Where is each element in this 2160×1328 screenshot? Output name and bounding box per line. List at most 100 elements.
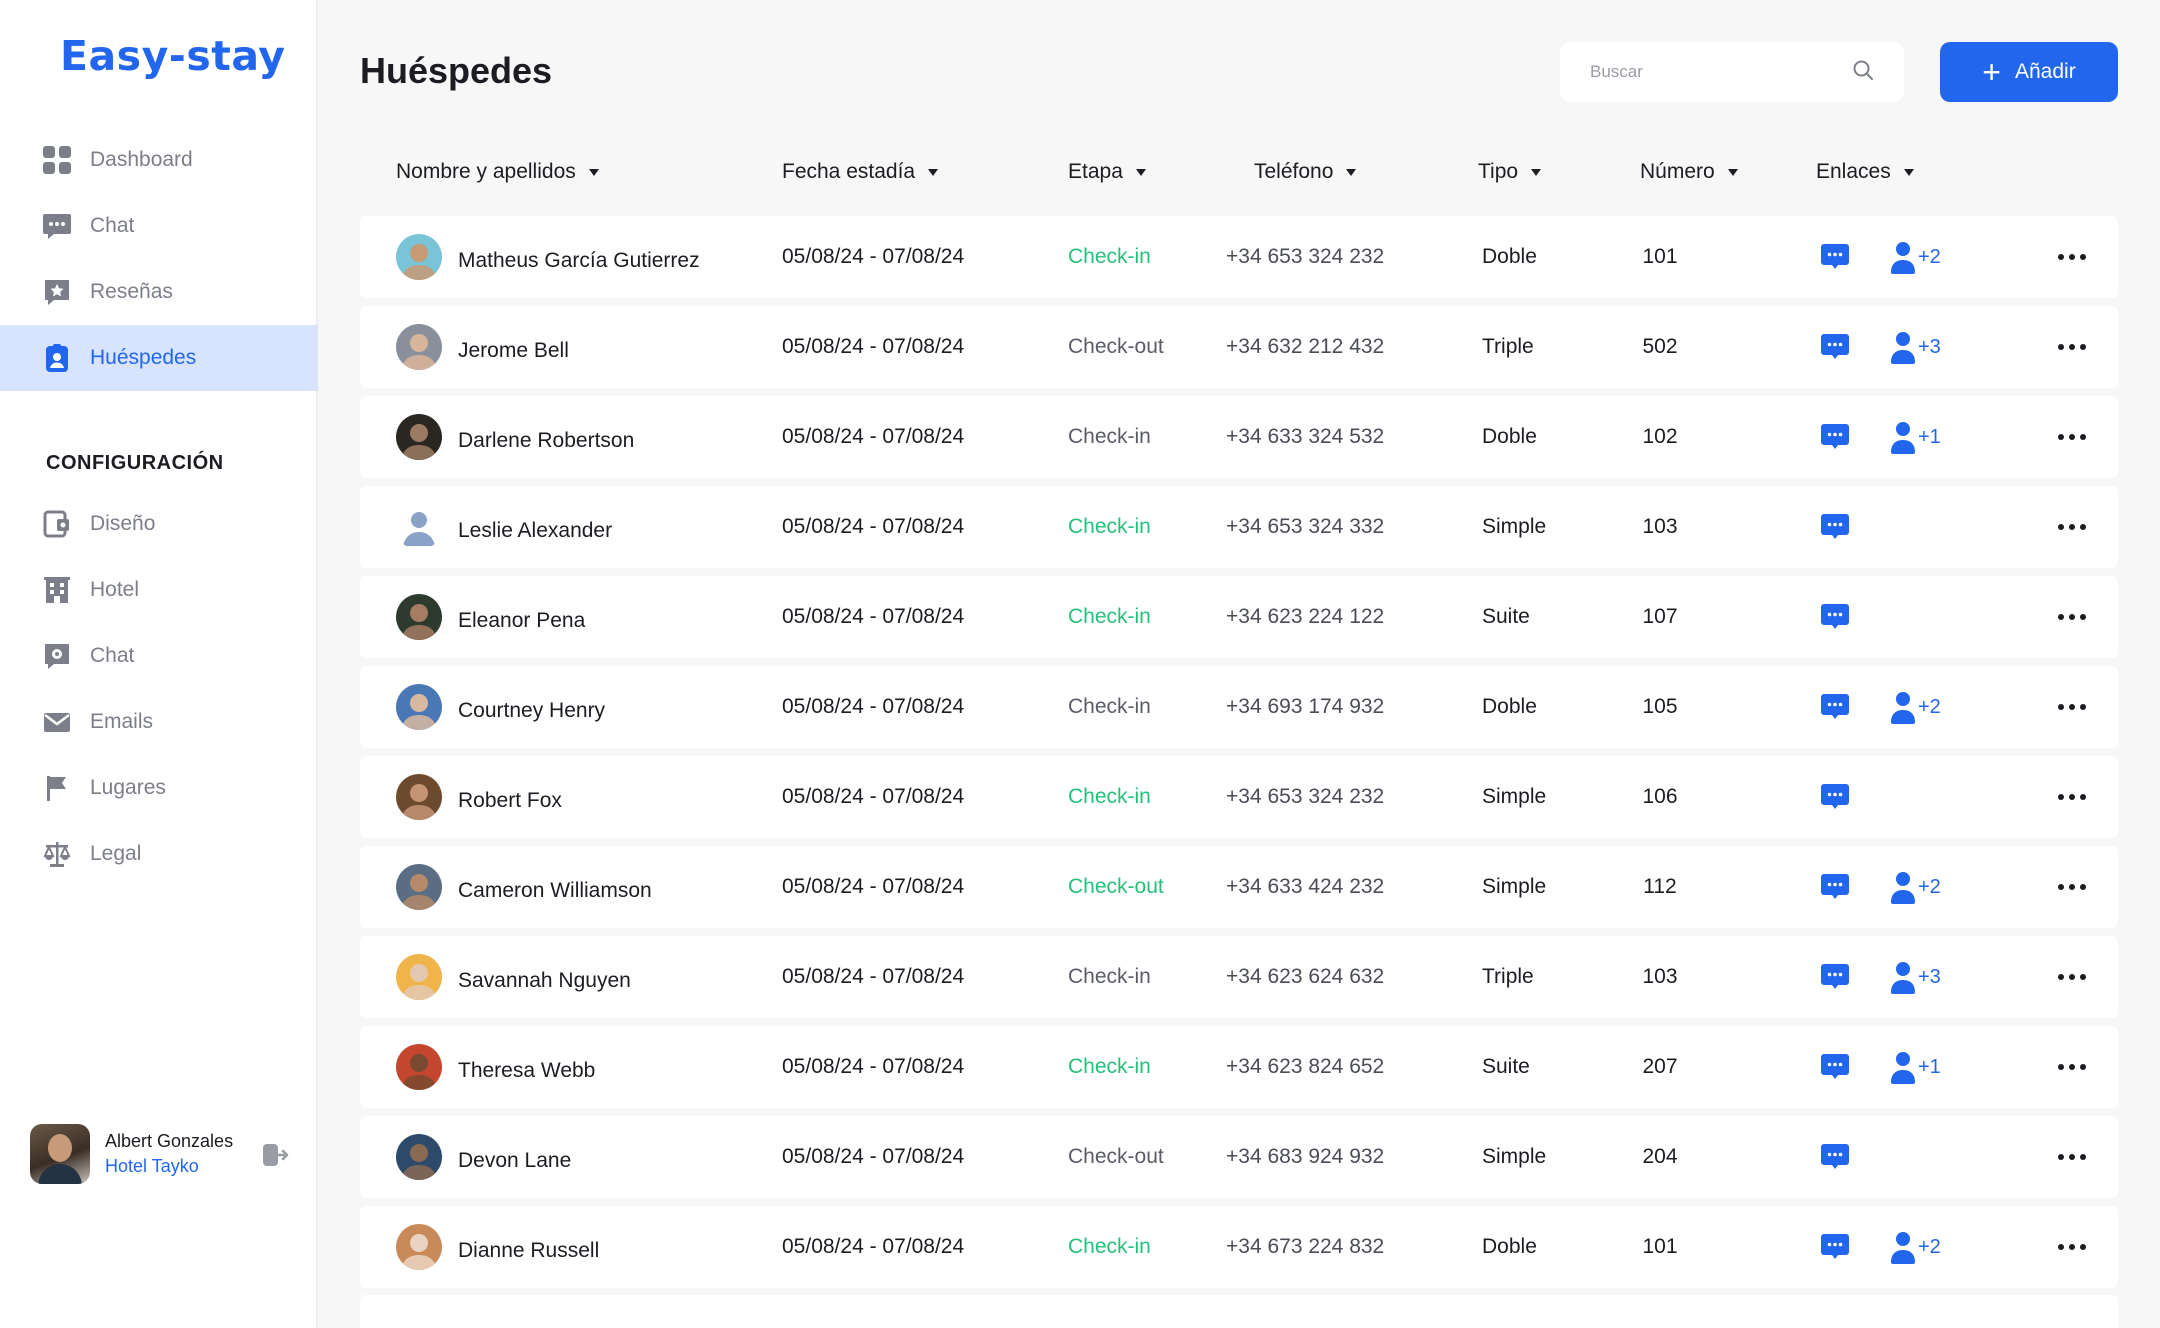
column-header-nombre[interactable]: Nombre y apellidos bbox=[396, 160, 599, 184]
more-options-icon[interactable] bbox=[2058, 877, 2086, 897]
table-row[interactable]: Jerome Bell 05/08/24 - 07/08/24 Check-out +… bbox=[360, 306, 2118, 388]
more-options-icon[interactable] bbox=[2058, 337, 2086, 357]
guest-name[interactable]: Courtney Henry bbox=[458, 699, 606, 722]
nav-item-hotel[interactable]: Hotel bbox=[0, 557, 318, 623]
stage-status: Check-in bbox=[1068, 605, 1151, 628]
more-options-icon[interactable] bbox=[2058, 607, 2086, 627]
more-options-icon[interactable] bbox=[2058, 787, 2086, 807]
user-hotel[interactable]: Hotel Tayko bbox=[105, 1156, 199, 1176]
table-row[interactable]: Dianne Russell 05/08/24 - 07/08/24 Check-i… bbox=[360, 1206, 2118, 1288]
guest-name[interactable]: Eleanor Pena bbox=[458, 609, 586, 632]
companions-link[interactable]: +2 bbox=[1890, 688, 1941, 726]
guest-name[interactable]: Leslie Alexander bbox=[458, 519, 613, 542]
guest-name[interactable]: Jerome Bell bbox=[458, 339, 569, 362]
table-row[interactable]: Courtney Henry 05/08/24 - 07/08/24 Check-i… bbox=[360, 666, 2118, 748]
phone-number: +34 673 224 832 bbox=[1226, 1235, 1385, 1258]
table-row[interactable]: Eleanor Pena 05/08/24 - 07/08/24 Check-in +… bbox=[360, 576, 2118, 658]
chat-link-icon[interactable] bbox=[1820, 332, 1850, 362]
search-box[interactable] bbox=[1560, 42, 1904, 102]
guest-name[interactable]: Cameron Williamson bbox=[458, 879, 652, 902]
guest-name[interactable]: Dianne Russell bbox=[458, 1239, 600, 1262]
chat-link-icon[interactable] bbox=[1820, 242, 1850, 272]
guest-name[interactable]: Robert Fox bbox=[458, 789, 562, 812]
column-header-numero[interactable]: Número bbox=[1640, 160, 1738, 184]
companions-link[interactable]: +1 bbox=[1890, 418, 1941, 456]
stage-status: Check-in bbox=[1068, 1235, 1151, 1258]
stay-dates: 05/08/24 - 07/08/24 bbox=[782, 425, 965, 448]
nav-item-dashboard[interactable]: Dashboard bbox=[0, 127, 318, 193]
column-header-tipo[interactable]: Tipo bbox=[1478, 160, 1542, 184]
chat-link-icon[interactable] bbox=[1820, 782, 1850, 812]
table-row[interactable]: Leslie Alexander 05/08/24 - 07/08/24 Check… bbox=[360, 486, 2118, 568]
chat-link-icon[interactable] bbox=[1820, 602, 1850, 632]
column-header-fecha[interactable]: Fecha estadía bbox=[782, 160, 939, 184]
column-label: Tipo bbox=[1478, 160, 1519, 183]
nav-item-resenas[interactable]: Reseñas bbox=[0, 259, 318, 325]
table-row-partial bbox=[360, 1295, 2118, 1328]
room-type: Doble bbox=[1482, 245, 1537, 268]
chat-link-icon[interactable] bbox=[1820, 962, 1850, 992]
app-logo[interactable]: Easy-stay bbox=[60, 32, 286, 80]
companions-link[interactable]: +2 bbox=[1890, 238, 1941, 276]
column-header-enlaces[interactable]: Enlaces bbox=[1816, 160, 1914, 184]
chat-link-icon[interactable] bbox=[1820, 1232, 1850, 1262]
nav-item-legal[interactable]: Legal bbox=[0, 821, 318, 887]
more-options-icon[interactable] bbox=[2058, 1057, 2086, 1077]
table-row[interactable]: Devon Lane 05/08/24 - 07/08/24 Check-out +3… bbox=[360, 1116, 2118, 1198]
more-options-icon[interactable] bbox=[2058, 1237, 2086, 1257]
table-row[interactable]: Savannah Nguyen 05/08/24 - 07/08/24 Check-… bbox=[360, 936, 2118, 1018]
phone-number: +34 623 624 632 bbox=[1226, 965, 1385, 988]
guest-name[interactable]: Darlene Robertson bbox=[458, 429, 635, 452]
companions-link[interactable]: +3 bbox=[1890, 958, 1941, 996]
chat-bubble-icon bbox=[42, 211, 72, 241]
chat-link-icon[interactable] bbox=[1820, 1142, 1850, 1172]
nav-item-emails[interactable]: Emails bbox=[0, 689, 318, 755]
logout-icon[interactable] bbox=[260, 1140, 290, 1170]
chat-link-icon[interactable] bbox=[1820, 512, 1850, 542]
nav-item-diseno[interactable]: Diseño bbox=[0, 491, 318, 557]
table-row[interactable]: Cameron Williamson 05/08/24 - 07/08/24 Che… bbox=[360, 846, 2118, 928]
table-row[interactable]: Robert Fox 05/08/24 - 07/08/24 Check-in +34… bbox=[360, 756, 2118, 838]
more-options-icon[interactable] bbox=[2058, 517, 2086, 537]
room-type: Simple bbox=[1482, 875, 1547, 898]
sort-caret-icon bbox=[928, 168, 939, 176]
guest-name[interactable]: Theresa Webb bbox=[458, 1059, 596, 1082]
column-header-telefono[interactable]: Teléfono bbox=[1254, 160, 1357, 184]
more-options-icon[interactable] bbox=[2058, 247, 2086, 267]
add-guest-button[interactable]: + Añadir bbox=[1940, 42, 2118, 102]
chat-link-icon[interactable] bbox=[1820, 1052, 1850, 1082]
chat-link-icon[interactable] bbox=[1820, 692, 1850, 722]
guest-avatar bbox=[396, 594, 442, 640]
more-options-icon[interactable] bbox=[2058, 1147, 2086, 1167]
stay-dates: 05/08/24 - 07/08/24 bbox=[782, 785, 965, 808]
more-options-icon[interactable] bbox=[2058, 697, 2086, 717]
chat-link-icon[interactable] bbox=[1820, 872, 1850, 902]
column-header-etapa[interactable]: Etapa bbox=[1068, 160, 1146, 184]
phone-number: +34 653 324 232 bbox=[1226, 785, 1385, 808]
room-number: 204 bbox=[1642, 1145, 1678, 1168]
nav-item-chat[interactable]: Chat bbox=[0, 193, 318, 259]
phone-number: +34 653 324 332 bbox=[1226, 515, 1385, 538]
search-icon[interactable] bbox=[1852, 59, 1874, 86]
companions-link[interactable]: +1 bbox=[1890, 1048, 1941, 1086]
search-input[interactable] bbox=[1590, 62, 1830, 82]
nav-item-chat-config[interactable]: Chat bbox=[0, 623, 318, 689]
chat-link-icon[interactable] bbox=[1820, 422, 1850, 452]
more-options-icon[interactable] bbox=[2058, 427, 2086, 447]
table-row[interactable]: Matheus García Gutierrez 05/08/24 - 07/08… bbox=[360, 216, 2118, 298]
stay-dates: 05/08/24 - 07/08/24 bbox=[782, 605, 965, 628]
nav-item-huespedes[interactable]: Huéspedes bbox=[0, 325, 318, 391]
guest-name[interactable]: Savannah Nguyen bbox=[458, 969, 631, 992]
person-icon bbox=[1891, 872, 1915, 904]
nav-item-lugares[interactable]: Lugares bbox=[0, 755, 318, 821]
guest-name[interactable]: Matheus García Gutierrez bbox=[458, 249, 700, 272]
companions-link[interactable]: +2 bbox=[1890, 868, 1941, 906]
guest-name[interactable]: Devon Lane bbox=[458, 1149, 572, 1172]
table-row[interactable]: Darlene Robertson 05/08/24 - 07/08/24 Chec… bbox=[360, 396, 2118, 478]
more-options-icon[interactable] bbox=[2058, 967, 2086, 987]
room-number: 112 bbox=[1643, 875, 1677, 898]
companions-link[interactable]: +2 bbox=[1890, 1228, 1941, 1266]
table-row[interactable]: Theresa Webb 05/08/24 - 07/08/24 Check-in +… bbox=[360, 1026, 2118, 1108]
companions-link[interactable]: +3 bbox=[1890, 328, 1941, 366]
user-avatar[interactable] bbox=[30, 1124, 90, 1184]
